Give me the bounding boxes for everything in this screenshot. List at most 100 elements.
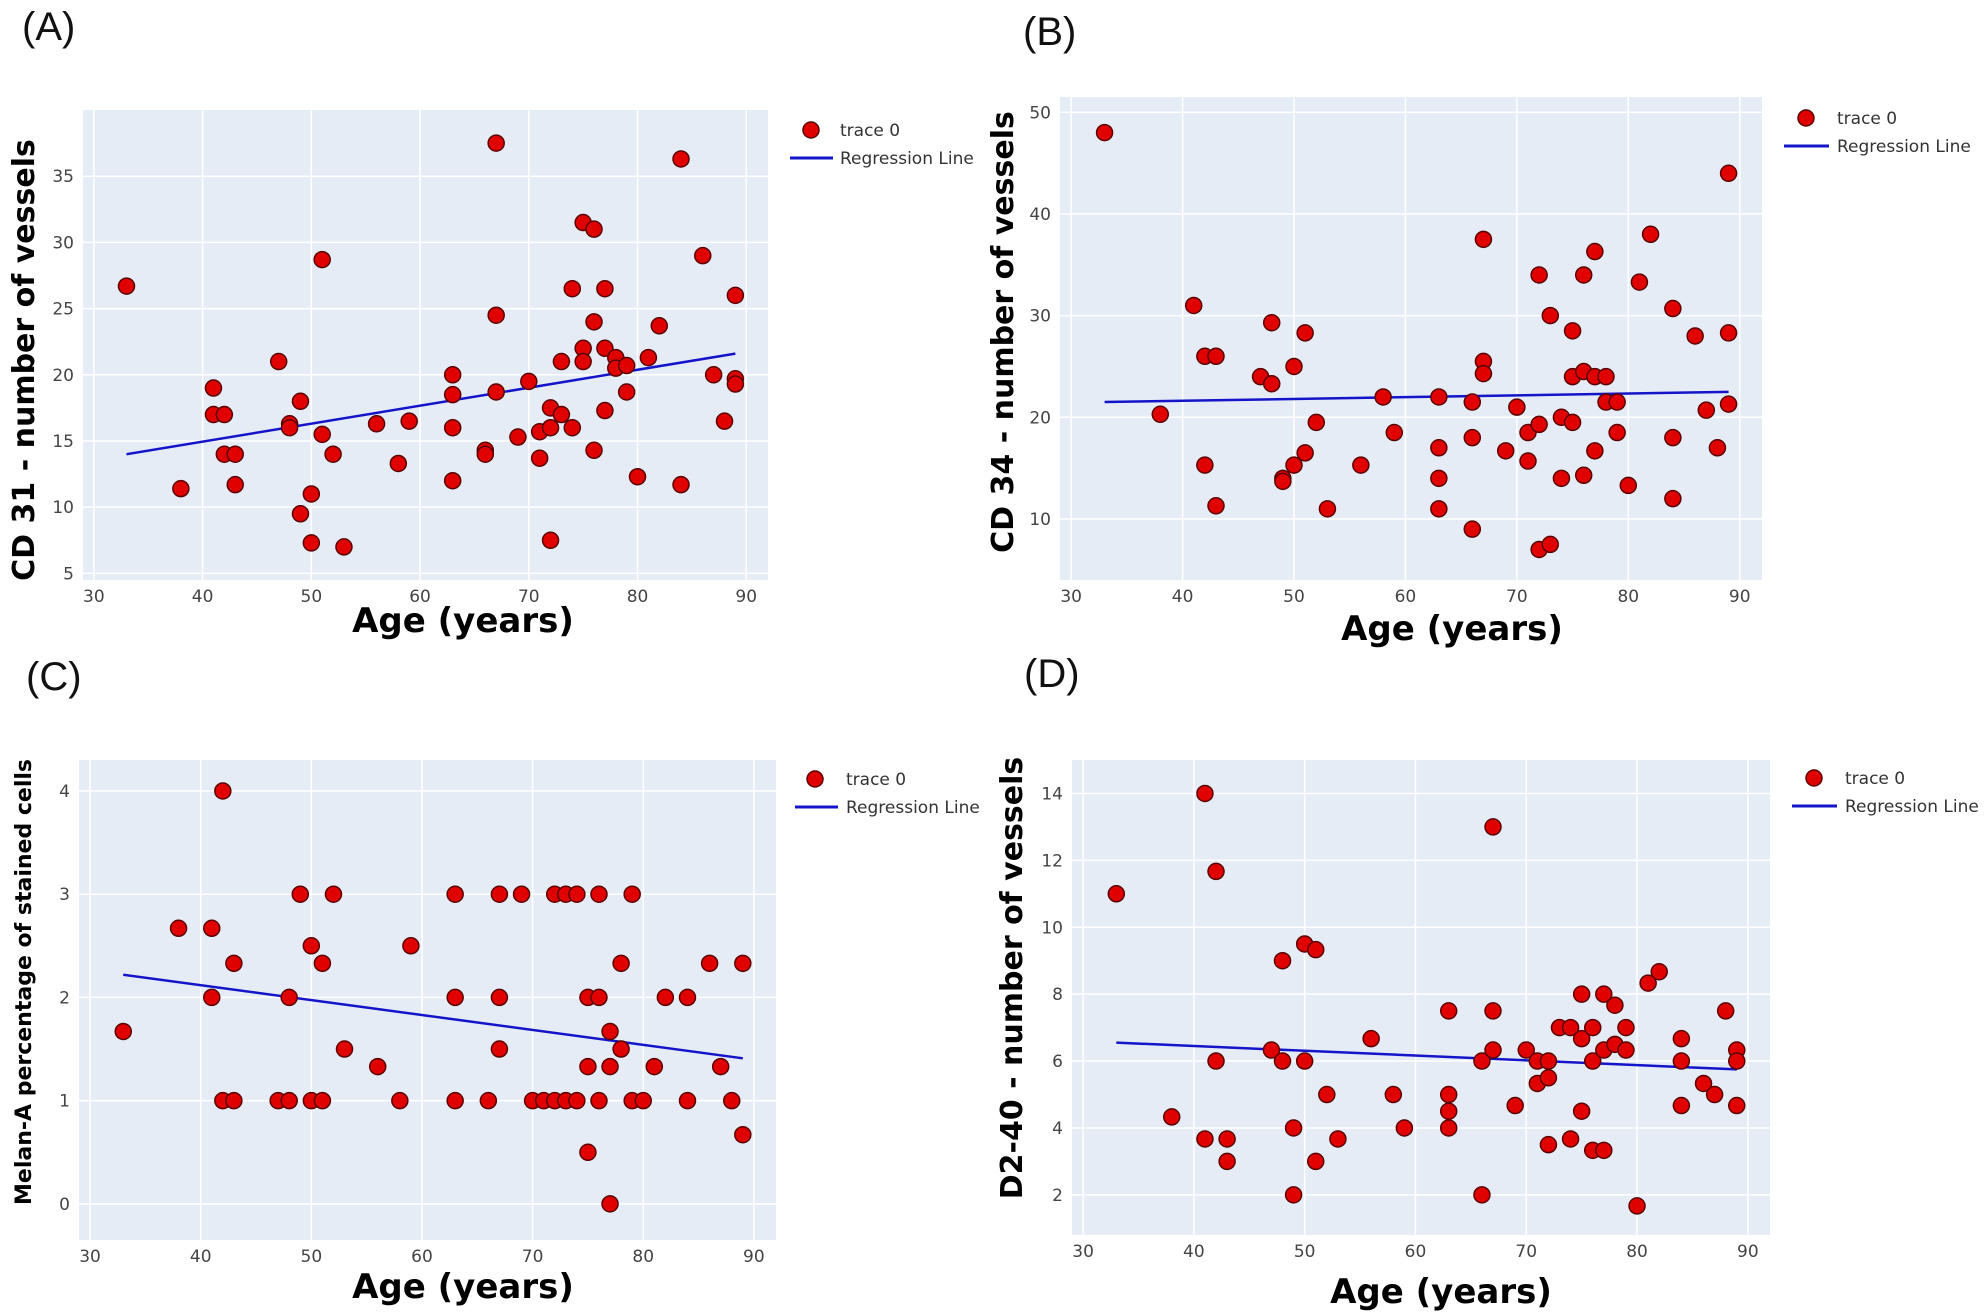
panel-d-y-tick-label: 2	[1052, 1186, 1063, 1206]
panel-b-data-point	[1151, 405, 1170, 424]
panel-c-data-point	[225, 1091, 243, 1110]
panel-d-data-point	[1295, 1052, 1314, 1070]
panel-a-x-tick-label: 40	[192, 587, 214, 607]
panel-c-data-point	[590, 988, 608, 1007]
panel-c-data-point	[225, 954, 243, 973]
panel-d-data-point	[1439, 1085, 1458, 1104]
panel-b-y-title: CD 34 - number of vessels	[986, 111, 1021, 553]
panel-d-x-tick-label: 30	[1072, 1242, 1094, 1262]
panel-c-y-tick-label: 2	[59, 988, 70, 1008]
panel-a-data-point	[280, 418, 299, 437]
panel-b-gridlines	[1060, 97, 1762, 580]
panel-b-data-point	[1619, 476, 1638, 495]
panel-b-x-title: Age (years)	[1341, 609, 1563, 649]
panel-b-data-point	[1664, 489, 1682, 508]
panel-a-data-point	[574, 352, 592, 371]
panel-c-data-point	[656, 988, 675, 1007]
panel-c-data-point	[700, 954, 719, 973]
panel-b-y-ticks: 10 20 30 40 50	[1029, 103, 1051, 530]
panel-d-data-point	[1196, 1130, 1214, 1148]
panel-d-data-point	[1595, 985, 1613, 1003]
panel-c-data-point	[590, 1091, 608, 1110]
panel-a-data-point	[704, 366, 723, 384]
panel-b-data-point	[1385, 423, 1404, 442]
panel-c-data-point	[579, 1143, 597, 1162]
panel-b-data-point	[1719, 324, 1738, 342]
panel-b-x-tick-label: 50	[1283, 587, 1305, 607]
panel-a-data-point	[269, 352, 288, 371]
panel-b-data-point	[1285, 456, 1303, 474]
panel-b-x-tick-label: 90	[1729, 587, 1751, 607]
panel-c-data-point	[368, 1057, 387, 1076]
panel-b-data-point	[1552, 469, 1571, 488]
panel-a-data-point	[443, 418, 462, 437]
panel-b-data-point	[1574, 266, 1593, 284]
panel-b-legend: trace 0 Regression Line	[1784, 109, 1971, 157]
panel-a-data-point	[541, 418, 560, 437]
panel-a-data-point	[672, 150, 690, 168]
panel-b-data-point	[1430, 469, 1448, 488]
panel-b-data-point	[1586, 242, 1604, 261]
panel-a-data-point	[563, 418, 582, 437]
panel-b-plot-area	[1060, 97, 1762, 580]
panel-d-data-point	[1595, 1141, 1613, 1160]
panel-b-data-point	[1697, 401, 1716, 419]
panel-c-points	[114, 782, 752, 1213]
panel-d-data-point	[1728, 1096, 1746, 1115]
panel-d-y-tick-label: 4	[1052, 1119, 1063, 1139]
panel-b-data-point	[1641, 225, 1660, 244]
panel-a-data-point	[596, 401, 614, 420]
panel-a-data-point	[324, 445, 342, 463]
panel-d-data-point	[1561, 1130, 1580, 1148]
panel-b-data-point	[1318, 500, 1337, 518]
panel-d-x-tick-label: 50	[1294, 1242, 1316, 1262]
panel-d-legend-trace: trace 0	[1845, 769, 1905, 789]
panel-d-data-point	[1672, 1029, 1691, 1048]
panel-d-x-title: Age (years)	[1330, 1272, 1552, 1312]
panel-c-data-point	[612, 1040, 630, 1058]
panel-c-y-tick-label: 3	[59, 885, 70, 905]
panel-b-regression	[1104, 390, 1729, 404]
panel-a-data-point	[715, 412, 734, 430]
panel-a-data-point	[172, 479, 190, 498]
panel-d-data-point	[1439, 1102, 1458, 1120]
panel-d-data-point	[1606, 996, 1624, 1014]
panel-c-data-point	[302, 937, 321, 955]
panel-c-x-tick-label: 30	[79, 1247, 101, 1267]
panel-b-data-point	[1719, 395, 1738, 413]
panel-c-data-point	[446, 885, 464, 903]
panel-d-data-point	[1218, 1152, 1236, 1171]
panel-d-data-point	[1384, 1085, 1403, 1104]
panel-c-data-point	[490, 988, 509, 1007]
panel-c-x-title: Age (years)	[352, 1267, 574, 1307]
panel-d-points	[1107, 784, 1746, 1215]
panel-c-x-tick-label: 50	[301, 1247, 323, 1267]
panel-d-regression-line	[1116, 1041, 1737, 1071]
panel-b-data-point	[1430, 500, 1448, 518]
panel-a-data-point	[585, 220, 603, 238]
panel-c-data-point	[490, 1040, 509, 1058]
panel-c-regression	[123, 973, 743, 1060]
panel-c-data-point	[313, 954, 332, 973]
panel-b-data-point	[1463, 393, 1482, 411]
panel-b-legend-regression: Regression Line	[1837, 137, 1971, 157]
panel-d-data-point	[1107, 885, 1126, 903]
panel-a-y-tick-label: 25	[52, 300, 74, 320]
panel-a-x-ticks: 30 40 50 60 70 80 90	[83, 587, 757, 607]
panel-c-data-point	[734, 954, 752, 973]
panel-a-data-point	[226, 475, 244, 494]
panel-c-legend-marker	[806, 770, 824, 788]
panel-c-legend-regression: Regression Line	[846, 798, 980, 818]
panel-d-data-point	[1284, 1186, 1303, 1204]
panel-c-data-point	[722, 1091, 741, 1110]
panel-d-legend: trace 0 Regression Line	[1792, 769, 1979, 817]
panel-b-data-point	[1274, 472, 1292, 491]
panel-a-y-tick-label: 10	[52, 498, 74, 518]
panel-d-y-tick-label: 12	[1041, 851, 1063, 871]
panel-d-data-point	[1506, 1096, 1524, 1115]
panel-a-data-point	[443, 366, 462, 384]
panel-d-data-point	[1583, 1052, 1602, 1070]
panel-a-x-title: Age (years)	[352, 601, 574, 641]
panel-b-data-point	[1574, 466, 1593, 485]
panel-c-data-point	[335, 1040, 354, 1058]
